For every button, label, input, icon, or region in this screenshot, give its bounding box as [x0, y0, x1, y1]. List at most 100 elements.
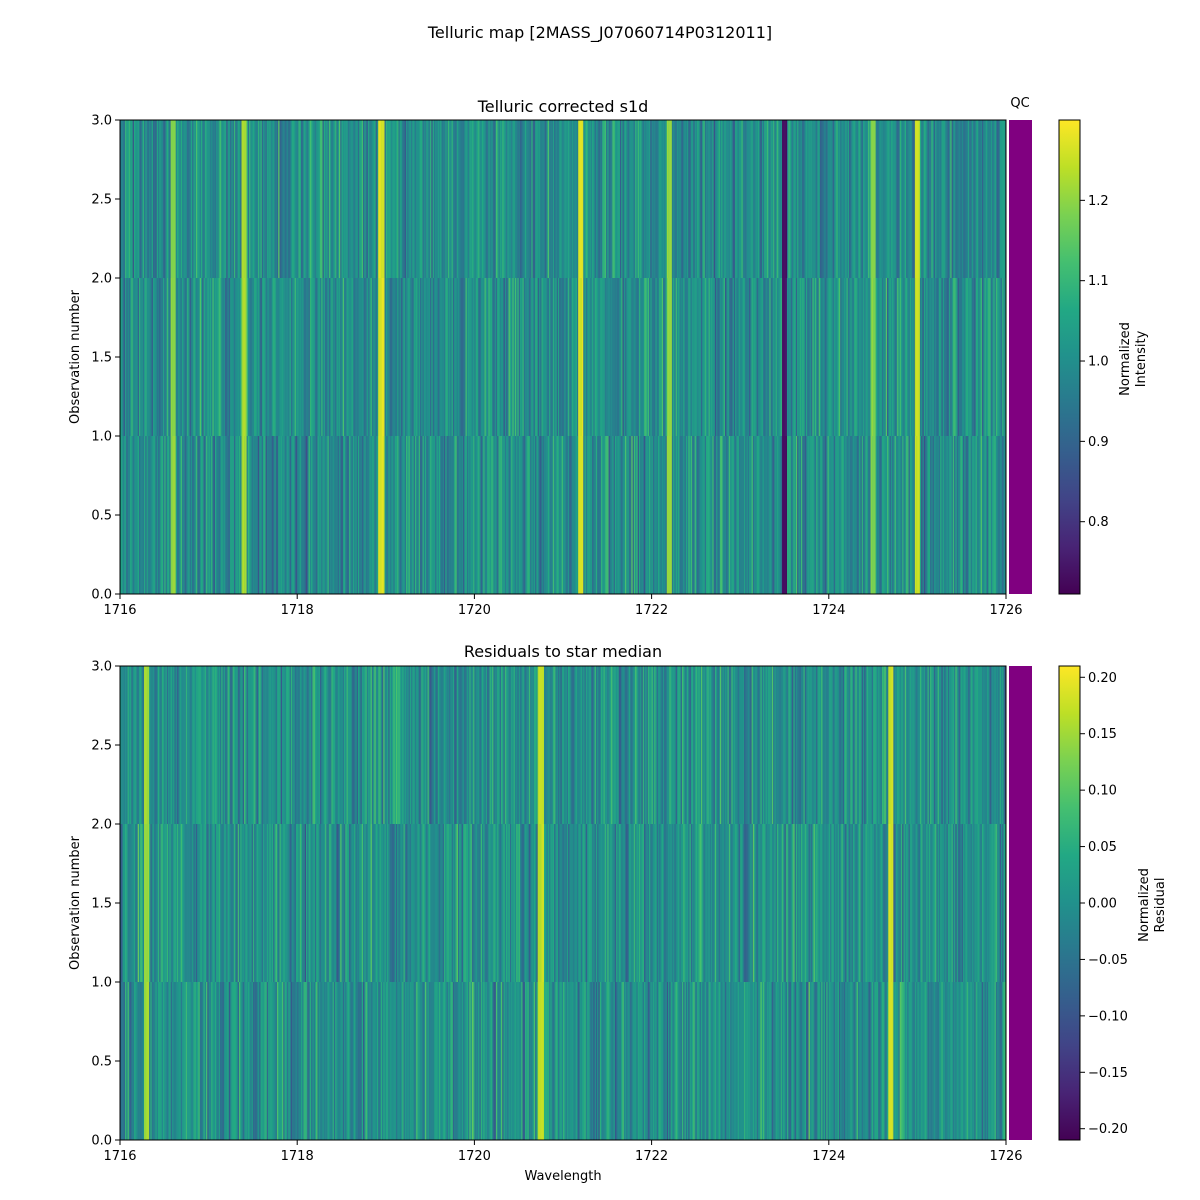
heatmap-cell — [336, 120, 339, 278]
heatmap-cell — [216, 666, 218, 824]
heatmap-cell — [547, 278, 550, 436]
heatmap-cell — [512, 824, 514, 982]
heatmap-cell — [609, 982, 612, 1140]
heatmap-cell — [993, 982, 995, 1140]
heatmap-cell — [783, 666, 785, 824]
heatmap-cell — [604, 278, 607, 436]
heatmap-cell — [885, 982, 888, 1140]
heatmap-cell — [249, 436, 251, 594]
heatmap-cell — [799, 278, 802, 436]
heatmap-cell — [287, 120, 289, 278]
heatmap-cell — [171, 120, 174, 278]
heatmap-cell — [846, 666, 849, 824]
heatmap-cell — [378, 120, 380, 278]
heatmap-cell — [673, 824, 675, 982]
heatmap-cell — [504, 666, 507, 824]
heatmap-cell — [397, 824, 399, 982]
heatmap-cell — [555, 666, 558, 824]
heatmap-cell — [302, 120, 304, 278]
heatmap-cell — [297, 666, 299, 824]
heatmap-cell — [550, 666, 552, 824]
heatmap-cell — [789, 436, 792, 594]
heatmap-cell — [226, 278, 228, 436]
heatmap-cell — [323, 278, 326, 436]
heatmap-cell — [361, 436, 364, 594]
heatmap-cell — [828, 120, 831, 278]
heatmap-cell — [832, 666, 835, 824]
x-axis-label: Wavelength — [524, 1169, 601, 1184]
heatmap-cell — [282, 666, 284, 824]
heatmap-cell — [778, 120, 780, 278]
heatmap-cell — [864, 666, 866, 824]
heatmap-cell — [598, 278, 601, 436]
heatmap-cell — [461, 982, 464, 1140]
heatmap-cell — [389, 120, 392, 278]
heatmap-cell — [331, 824, 333, 982]
heatmap-cell — [254, 982, 256, 1140]
heatmap-cell — [414, 278, 417, 436]
heatmap-cell — [793, 824, 795, 982]
heatmap-cell — [364, 120, 366, 278]
heatmap-cell — [523, 824, 526, 982]
heatmap-cell — [685, 982, 688, 1140]
heatmap-cell — [481, 278, 484, 436]
heatmap-cell — [470, 436, 473, 594]
heatmap-cell — [461, 436, 464, 594]
heatmap-cell — [311, 824, 313, 982]
heatmap-cell — [847, 120, 850, 278]
heatmap-cell — [530, 278, 532, 436]
heatmap-cell — [599, 278, 602, 436]
heatmap-cell — [836, 120, 839, 278]
heatmap-cell — [903, 666, 906, 824]
heatmap-cell — [552, 666, 555, 824]
heatmap-cell — [495, 278, 498, 436]
heatmap-cell — [825, 666, 827, 824]
heatmap-cell — [400, 982, 403, 1140]
heatmap-cell — [600, 666, 603, 824]
heatmap-cell — [189, 436, 192, 594]
heatmap-cell — [969, 278, 971, 436]
heatmap-cell — [264, 278, 266, 436]
heatmap-cell — [860, 824, 863, 982]
heatmap-cell — [833, 436, 836, 594]
heatmap-cell — [675, 982, 678, 1140]
heatmap-cell — [631, 278, 633, 436]
heatmap-cell — [579, 120, 582, 278]
heatmap-cell — [338, 436, 341, 594]
heatmap-cell — [852, 824, 855, 982]
heatmap-cell — [294, 120, 297, 278]
heatmap-cell — [197, 824, 199, 982]
heatmap-cell — [735, 278, 737, 436]
heatmap-cell — [575, 666, 578, 824]
heatmap-cell — [999, 278, 1002, 436]
heatmap-cell — [683, 436, 685, 594]
heatmap-cell — [241, 982, 244, 1140]
heatmap-cell — [951, 666, 954, 824]
heatmap-cell — [369, 982, 371, 1140]
heatmap-cell — [697, 982, 699, 1140]
heatmap-cell — [166, 666, 169, 824]
heatmap-cell — [484, 982, 487, 1140]
heatmap-cell — [178, 982, 180, 1140]
heatmap-cell — [303, 436, 306, 594]
heatmap-cell — [808, 982, 811, 1140]
heatmap-cell — [750, 982, 752, 1140]
heatmap-cell — [533, 824, 536, 982]
heatmap-cell — [999, 436, 1002, 594]
heatmap-cell — [502, 436, 504, 594]
heatmap-cell — [755, 666, 758, 824]
heatmap-cell — [964, 666, 966, 824]
heatmap-cell — [993, 278, 995, 436]
heatmap-cell — [280, 982, 283, 1140]
heatmap-cell — [749, 824, 751, 982]
heatmap-cell — [241, 824, 244, 982]
heatmap-cell — [317, 278, 320, 436]
heatmap-cell — [150, 666, 152, 824]
heatmap-cell — [764, 278, 766, 436]
heatmap-cell — [746, 666, 749, 824]
heatmap-cell — [674, 278, 676, 436]
heatmap-cell — [947, 278, 950, 436]
heatmap-cell — [688, 278, 690, 436]
heatmap-cell — [627, 436, 630, 594]
heatmap-cell — [970, 666, 973, 824]
